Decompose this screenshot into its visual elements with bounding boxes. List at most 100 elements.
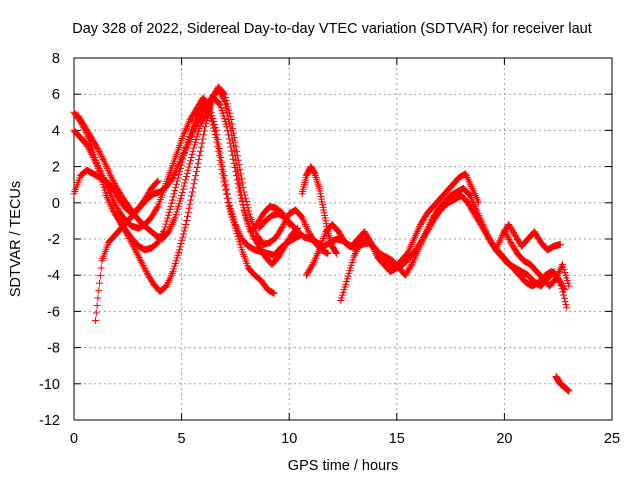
- data-point: [405, 246, 413, 254]
- data-point: [204, 106, 212, 114]
- data-point: [94, 294, 102, 302]
- data-point: [469, 186, 477, 194]
- y-tick-label: -6: [47, 304, 60, 320]
- data-point: [129, 242, 137, 250]
- data-point: [184, 212, 192, 220]
- data-point: [227, 143, 235, 151]
- data-point: [466, 179, 474, 187]
- data-point: [413, 228, 421, 236]
- data-point: [110, 178, 118, 186]
- data-point: [465, 177, 473, 185]
- data-point: [187, 154, 195, 162]
- data-point: [206, 103, 214, 111]
- data-point: [224, 198, 232, 206]
- data-point: [196, 147, 204, 155]
- data-point: [92, 309, 100, 317]
- data-point: [483, 230, 491, 238]
- data-point: [500, 226, 508, 234]
- data-point: [175, 246, 183, 254]
- data-point: [224, 127, 232, 135]
- data-point: [101, 159, 109, 167]
- data-point: [326, 233, 334, 241]
- data-point: [164, 214, 172, 222]
- data-point: [416, 222, 424, 230]
- data-point: [467, 183, 475, 191]
- data-point: [553, 273, 561, 281]
- data-point: [326, 235, 334, 243]
- data-point: [332, 249, 340, 257]
- data-point: [481, 226, 489, 234]
- data-point: [140, 263, 148, 271]
- data-point: [211, 130, 219, 138]
- data-point: [96, 272, 104, 280]
- data-points: [70, 83, 573, 395]
- y-tick-label: 6: [52, 87, 60, 103]
- data-point: [169, 219, 177, 227]
- data-point: [190, 144, 198, 152]
- data-point: [190, 126, 198, 134]
- data-point: [113, 203, 121, 211]
- axis-ticks: [73, 57, 613, 421]
- data-point: [493, 244, 501, 252]
- data-point: [196, 151, 204, 159]
- data-point: [168, 221, 176, 229]
- data-point: [129, 241, 137, 249]
- data-point: [125, 235, 133, 243]
- data-point: [186, 200, 194, 208]
- data-point: [350, 253, 358, 261]
- data-point: [482, 228, 490, 236]
- data-point: [181, 126, 189, 134]
- data-point: [503, 231, 511, 239]
- y-tick-label: -2: [47, 232, 60, 248]
- chart-title: Day 328 of 2022, Sidereal Day-to-day VTE…: [72, 21, 592, 37]
- data-point: [178, 154, 186, 162]
- data-point: [163, 230, 171, 238]
- data-point: [477, 217, 485, 225]
- data-point: [180, 130, 188, 138]
- data-point: [415, 224, 423, 232]
- data-point: [407, 242, 415, 250]
- data-point: [213, 138, 221, 146]
- data-point: [214, 147, 222, 155]
- data-point: [470, 201, 478, 209]
- data-point: [111, 200, 119, 208]
- data-point: [221, 93, 229, 101]
- data-point: [485, 233, 493, 241]
- data-point: [303, 224, 311, 232]
- y-tick-labels: -12 -10 -8 -6 -4 -2 0 2 4 6 8: [39, 51, 60, 429]
- data-point: [127, 238, 135, 246]
- data-point: [97, 151, 105, 159]
- data-point: [138, 260, 146, 268]
- data-point: [414, 246, 422, 254]
- data-point: [504, 232, 512, 240]
- data-point: [351, 251, 359, 259]
- data-point: [310, 259, 318, 267]
- data-point: [170, 190, 178, 198]
- data-point: [241, 207, 249, 215]
- data-point: [193, 164, 201, 172]
- data-point: [180, 227, 188, 235]
- data-point: [309, 260, 317, 268]
- data-point: [111, 180, 119, 188]
- data-point: [220, 89, 228, 97]
- data-point: [235, 184, 243, 192]
- data-point: [168, 196, 176, 204]
- data-point: [469, 199, 477, 207]
- data-point: [313, 175, 321, 183]
- y-axis-label: SDTVAR / TECUs: [8, 181, 24, 297]
- data-point: [311, 170, 319, 178]
- data-point: [102, 161, 110, 169]
- data-point: [207, 115, 215, 123]
- data-point: [463, 173, 471, 181]
- data-point: [200, 127, 208, 135]
- data-point: [182, 221, 190, 229]
- data-point: [229, 125, 237, 133]
- data-point: [412, 231, 420, 239]
- data-point: [181, 179, 189, 187]
- data-point: [236, 165, 244, 173]
- data-point: [218, 170, 226, 178]
- data-point: [501, 228, 509, 236]
- data-point: [407, 262, 415, 270]
- data-point: [237, 194, 245, 202]
- data-point: [106, 201, 114, 209]
